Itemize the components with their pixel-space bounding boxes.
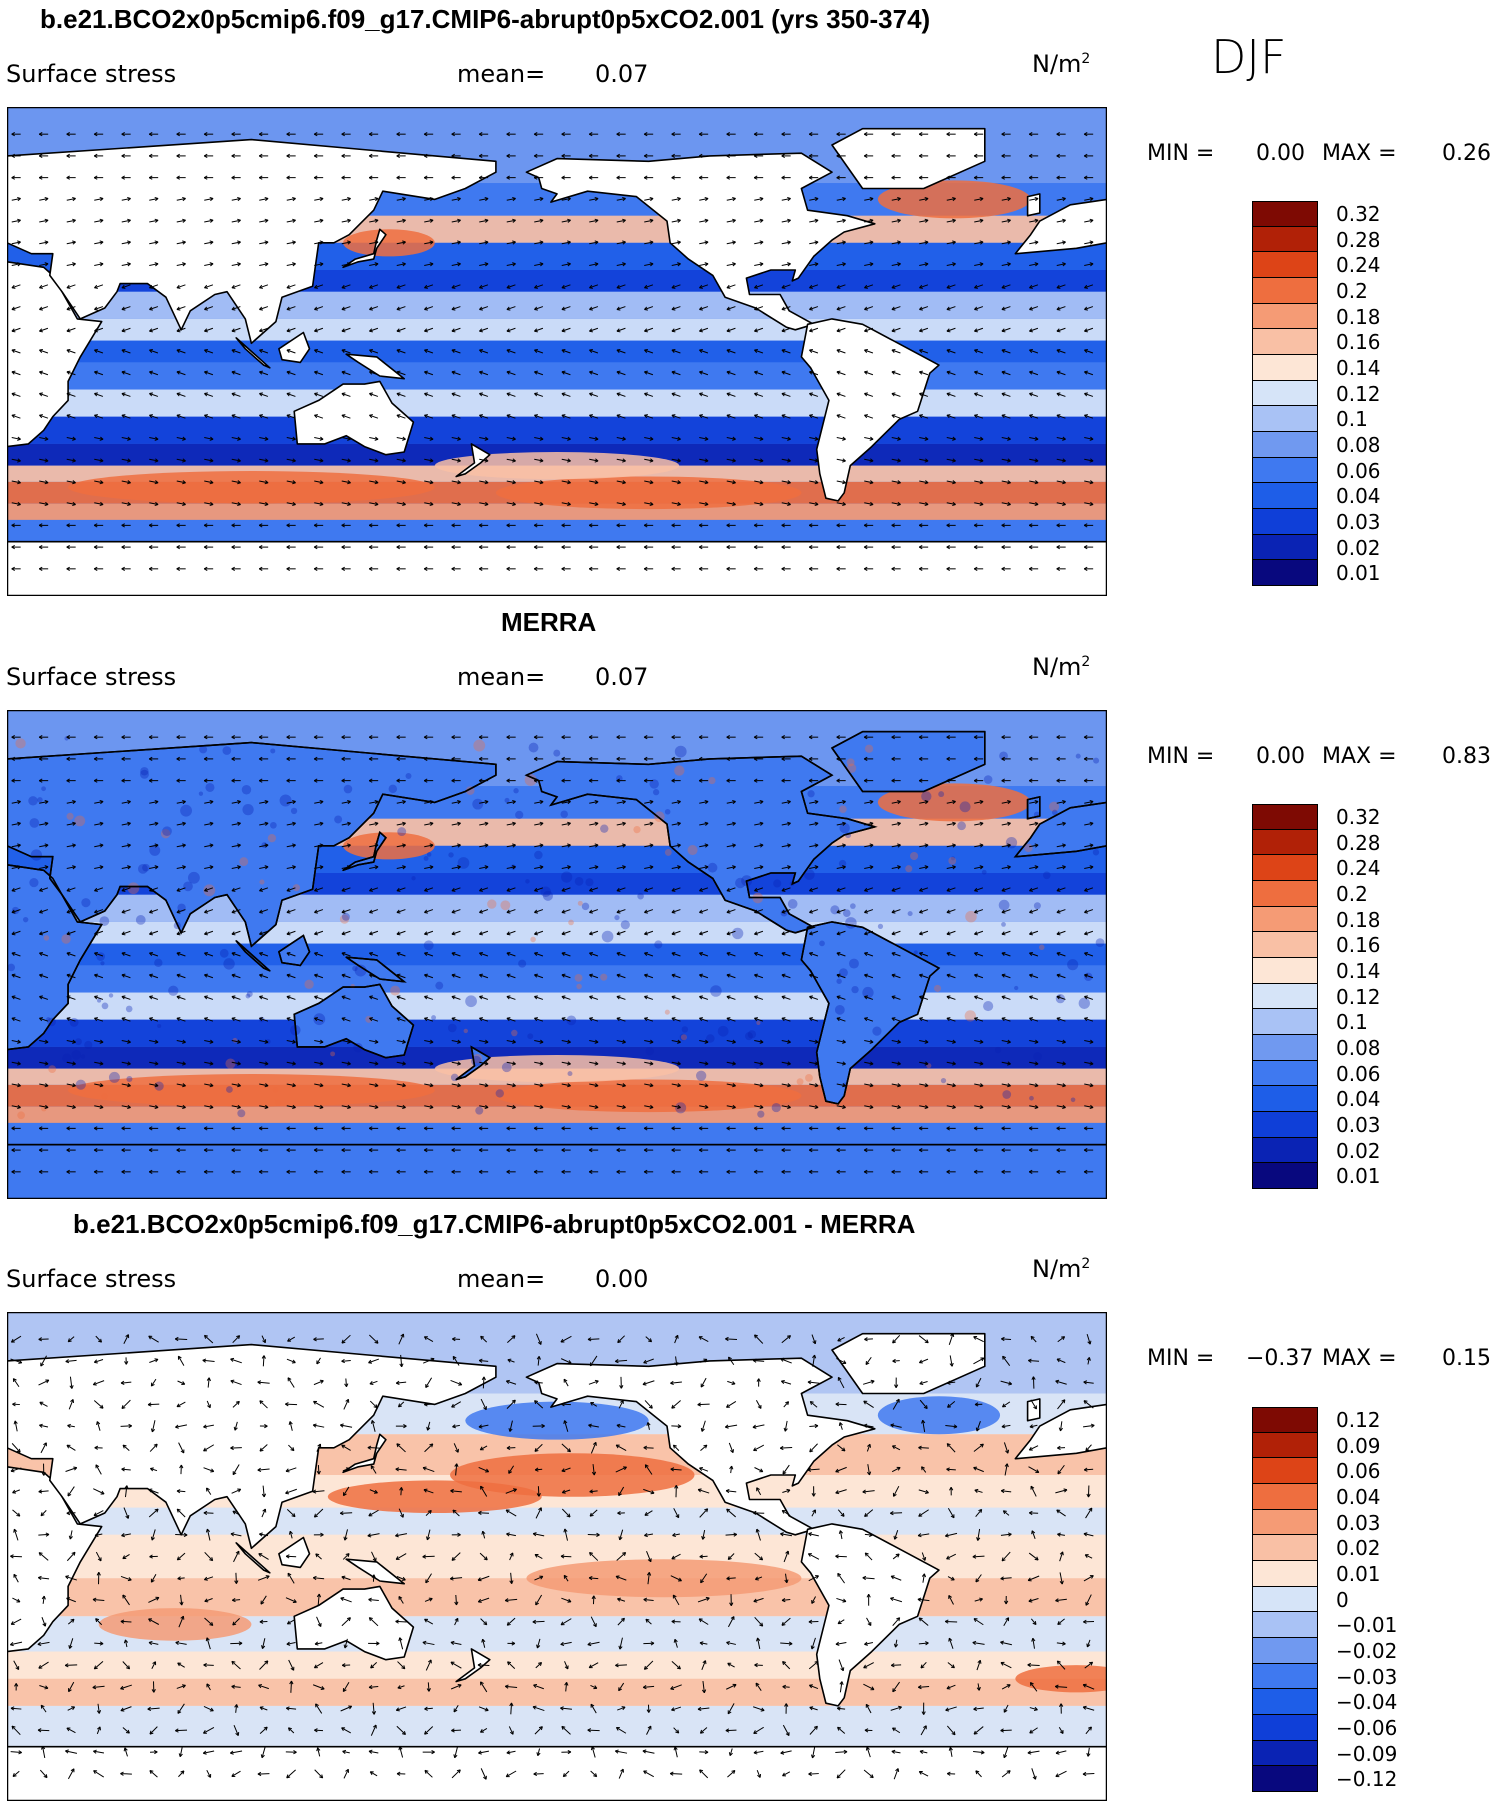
- panel-2-map: [7, 710, 1107, 1199]
- panel-1-variable: Surface stress: [6, 60, 176, 88]
- colorbar-tick-label: 0.06: [1336, 1459, 1381, 1483]
- panel-3-mean-label: mean=: [457, 1265, 545, 1293]
- panel-2-max-value: 0.83: [1442, 744, 1491, 769]
- colorbar-tick-label: 0.02: [1336, 536, 1381, 560]
- panel-1-map: [7, 107, 1107, 596]
- colorbar-tick-label: 0.12: [1336, 985, 1381, 1009]
- panel-2-title: MERRA: [501, 607, 596, 638]
- colorbar-tick-label: 0.03: [1336, 1113, 1381, 1137]
- colorbar-tick-label: 0.14: [1336, 959, 1381, 983]
- panel-1-max-value: 0.26: [1442, 141, 1491, 166]
- panel-1-max-label: MAX =: [1322, 141, 1397, 166]
- colorbar-frame: [1252, 804, 1318, 1189]
- colorbar-tick-label: 0.24: [1336, 856, 1381, 880]
- colorbar-tick-label: 0.16: [1336, 330, 1381, 354]
- panel-3-title: b.e21.BCO2x0p5cmip6.f09_g17.CMIP6-abrupt…: [73, 1209, 915, 1240]
- panel-2-min-value: 0.00: [1256, 744, 1305, 769]
- colorbar-tick-label: −0.09: [1336, 1742, 1397, 1766]
- colorbar-tick-label: 0.28: [1336, 831, 1381, 855]
- panel-1-min-label: MIN =: [1147, 141, 1214, 166]
- panel-3-units: N/m2: [1032, 1255, 1090, 1283]
- colorbar-tick-label: 0.18: [1336, 305, 1381, 329]
- colorbar-tick-label: −0.06: [1336, 1716, 1397, 1740]
- panel-3-variable: Surface stress: [6, 1265, 176, 1293]
- colorbar-tick-label: 0.16: [1336, 933, 1381, 957]
- colorbar-tick-label: 0.12: [1336, 1408, 1381, 1432]
- colorbar-tick-label: 0.06: [1336, 459, 1381, 483]
- colorbar-tick-label: 0.01: [1336, 561, 1381, 585]
- colorbar-tick-label: 0.2: [1336, 882, 1368, 906]
- colorbar-tick-label: 0: [1336, 1588, 1349, 1612]
- colorbar-tick-label: 0.02: [1336, 1139, 1381, 1163]
- colorbar-tick-label: 0.01: [1336, 1562, 1381, 1586]
- panel-1-mean-label: mean=: [457, 60, 545, 88]
- colorbar-frame: [1252, 201, 1318, 586]
- colorbar-tick-label: −0.12: [1336, 1767, 1397, 1791]
- panel-1-units: N/m2: [1032, 50, 1090, 78]
- colorbar-tick-label: −0.01: [1336, 1613, 1397, 1637]
- colorbar-tick-label: 0.08: [1336, 433, 1381, 457]
- colorbar-tick-label: 0.04: [1336, 1485, 1381, 1509]
- panel-2-max-label: MAX =: [1322, 744, 1397, 769]
- colorbar-tick-label: 0.1: [1336, 407, 1368, 431]
- colorbar-tick-label: 0.32: [1336, 805, 1381, 829]
- panel-2-mean-value: 0.07: [595, 663, 648, 691]
- panel-2-units: N/m2: [1032, 653, 1090, 681]
- panel-1-min-value: 0.00: [1256, 141, 1305, 166]
- colorbar-tick-label: 0.06: [1336, 1062, 1381, 1086]
- colorbar-tick-label: 0.03: [1336, 1511, 1381, 1535]
- panel-3-mean-value: 0.00: [595, 1265, 648, 1293]
- panel-3-min-label: MIN =: [1147, 1346, 1214, 1371]
- panel-3-map: [7, 1312, 1107, 1801]
- colorbar-frame: [1252, 1407, 1318, 1792]
- panel-1-title: b.e21.BCO2x0p5cmip6.f09_g17.CMIP6-abrupt…: [40, 4, 930, 35]
- colorbar-tick-label: 0.04: [1336, 1087, 1381, 1111]
- colorbar-tick-label: 0.03: [1336, 510, 1381, 534]
- colorbar-tick-label: 0.14: [1336, 356, 1381, 380]
- colorbar-tick-label: 0.02: [1336, 1536, 1381, 1560]
- colorbar-tick-label: 0.24: [1336, 253, 1381, 277]
- panel-1-mean-value: 0.07: [595, 60, 648, 88]
- season-label: DJF: [1211, 30, 1286, 84]
- colorbar-tick-label: 0.08: [1336, 1036, 1381, 1060]
- colorbar-tick-label: 0.12: [1336, 382, 1381, 406]
- panel-1-colorbar: 0.32 0.28 0.24 0.2 0.18 0.16 0.14 0.12 0.1 0.08 0.…: [1252, 201, 1442, 586]
- panel-3-max-value: 0.15: [1442, 1346, 1491, 1371]
- colorbar-tick-label: 0.18: [1336, 908, 1381, 932]
- colorbar-tick-label: −0.04: [1336, 1690, 1397, 1714]
- colorbar-tick-label: −0.03: [1336, 1665, 1397, 1689]
- panel-2-variable: Surface stress: [6, 663, 176, 691]
- panel-2-colorbar: 0.32 0.28 0.24 0.2 0.18 0.16 0.14 0.12 0.1 0.08 0.…: [1252, 804, 1442, 1189]
- panel-3-max-label: MAX =: [1322, 1346, 1397, 1371]
- colorbar-tick-label: −0.02: [1336, 1639, 1397, 1663]
- panel-3-min-value: −0.37: [1246, 1346, 1313, 1371]
- colorbar-tick-label: 0.01: [1336, 1164, 1381, 1188]
- colorbar-tick-label: 0.04: [1336, 484, 1381, 508]
- panel-3-colorbar: 0.12 0.09 0.06 0.04 0.03 0.02 0.01 0 −0.01 −0.02−…: [1252, 1407, 1442, 1792]
- colorbar-tick-label: 0.09: [1336, 1434, 1381, 1458]
- colorbar-tick-label: 0.2: [1336, 279, 1368, 303]
- panel-2-min-label: MIN =: [1147, 744, 1214, 769]
- colorbar-tick-label: 0.28: [1336, 228, 1381, 252]
- colorbar-tick-label: 0.32: [1336, 202, 1381, 226]
- panel-2-mean-label: mean=: [457, 663, 545, 691]
- colorbar-tick-label: 0.1: [1336, 1010, 1368, 1034]
